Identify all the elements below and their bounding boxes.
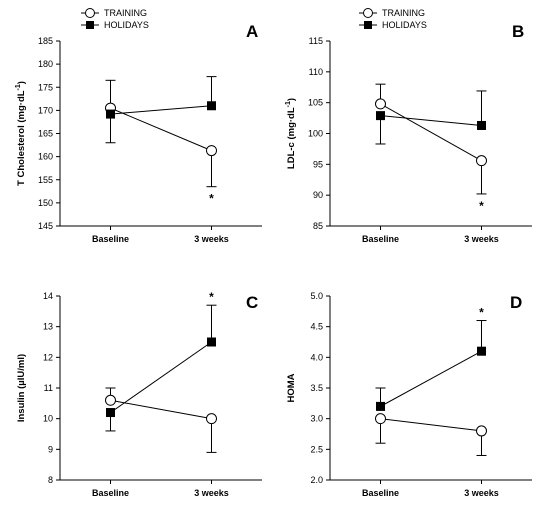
data-point-training: [375, 98, 386, 110]
x-tick-label: Baseline: [92, 234, 129, 244]
x-tick-label: 3 weeks: [464, 488, 499, 498]
data-point-training: [476, 425, 487, 437]
data-point-holidays: [376, 111, 385, 121]
data-point-holidays: [106, 408, 115, 418]
y-tick-label: 14: [43, 291, 53, 301]
panel-c: 8 9 10 11 12 13 14 Baseline 3 weeks Insulin (µIU/…: [16, 290, 262, 498]
series-line: [380, 115, 482, 126]
data-point-training: [105, 394, 116, 406]
series-line: [110, 341, 212, 413]
y-tick-label: 180: [38, 59, 53, 69]
y-tick-label: 5.0: [310, 291, 323, 301]
y-tick-label: 165: [38, 129, 53, 139]
legend-label: TRAINING: [104, 8, 147, 18]
y-tick-label: 110: [309, 67, 323, 77]
significance-marker: *: [479, 199, 484, 213]
y-tick-label: 95: [313, 159, 323, 169]
y-tick-label: 145: [38, 221, 53, 231]
data-point-holidays: [207, 101, 216, 111]
y-tick-label: 185: [38, 36, 53, 46]
y-tick-label: 175: [38, 82, 53, 92]
significance-marker: *: [479, 306, 484, 320]
panel-letter: D: [510, 293, 522, 312]
y-tick-label: 105: [308, 98, 323, 108]
y-tick-label: 12: [43, 352, 53, 362]
data-point-holidays: [106, 109, 115, 119]
y-tick-label: 9: [48, 444, 53, 454]
legend: TRAINING HOLIDAYS: [81, 8, 149, 30]
y-tick-label: 170: [38, 105, 53, 115]
y-axis-label: T Cholesterol (mg·dL-1): [15, 81, 27, 186]
x-tick-label: Baseline: [92, 488, 129, 498]
x-tick-label: 3 weeks: [464, 234, 499, 244]
data-point-training: [476, 155, 487, 167]
data-point-training: [206, 145, 217, 157]
y-tick-label: 115: [309, 36, 323, 46]
data-point-holidays: [477, 346, 486, 356]
y-tick-label: 3.0: [310, 414, 323, 424]
x-tick-label: 3 weeks: [194, 488, 229, 498]
panel-d: 2.0 2.5 3.0 3.5 4.0 4.5 5.0 Baseline 3 weeks HOMA…: [286, 291, 532, 498]
y-tick-label: 2.5: [310, 444, 323, 454]
y-tick-label: 90: [313, 190, 323, 200]
series-line: [380, 103, 482, 162]
y-tick-label: 4.5: [310, 322, 323, 332]
x-tick-label: Baseline: [362, 488, 399, 498]
series-line: [110, 105, 212, 115]
panel-letter: B: [512, 22, 524, 41]
panel-letter: C: [246, 293, 258, 312]
y-tick-label: 4.0: [310, 352, 323, 362]
y-tick-label: 13: [43, 322, 53, 332]
y-tick-label: 85: [313, 221, 323, 231]
panel-b: 85 90 95 100 105 110 115 Baseline 3 weeks LDL-c (…: [285, 8, 532, 244]
y-axis-label: LDL-c (mg·dL-1): [285, 98, 297, 169]
data-point-holidays: [207, 337, 216, 347]
y-tick-label: 10: [43, 414, 53, 424]
data-point-training: [375, 413, 386, 425]
y-tick-label: 160: [38, 152, 53, 162]
y-tick-label: 11: [44, 383, 53, 393]
series-line: [380, 418, 482, 432]
y-tick-label: 3.5: [310, 383, 323, 393]
data-point-holidays: [376, 401, 385, 411]
data-point-holidays: [477, 120, 486, 130]
legend-marker-training: [363, 8, 373, 18]
y-axis-label: Insulin (µIU/ml): [16, 354, 27, 422]
legend-marker-holidays: [86, 21, 94, 29]
significance-marker: *: [209, 290, 214, 304]
y-tick-label: 2.0: [310, 475, 323, 485]
legend-marker-training: [85, 8, 95, 18]
legend-label: TRAINING: [382, 8, 425, 18]
series-line: [110, 399, 212, 420]
legend-label: HOLIDAYS: [104, 20, 149, 30]
y-tick-label: 8: [48, 475, 53, 485]
legend-label: HOLIDAYS: [382, 20, 427, 30]
y-tick-label: 155: [38, 175, 53, 185]
x-tick-label: Baseline: [362, 234, 399, 244]
significance-marker: *: [209, 192, 214, 206]
legend-marker-holidays: [364, 21, 372, 29]
y-tick-label: 100: [308, 129, 323, 139]
panel-a: 145 150 155 160 165 170 175 180 185 Baseline 3 wee…: [15, 8, 262, 244]
x-tick-label: 3 weeks: [194, 234, 229, 244]
series-line: [380, 350, 482, 407]
y-axis-label: HOMA: [286, 373, 297, 402]
series-line: [110, 107, 212, 152]
y-tick-label: 150: [38, 198, 53, 208]
panel-letter: A: [246, 22, 258, 41]
legend: TRAINING HOLIDAYS: [359, 8, 427, 30]
data-point-training: [206, 413, 217, 425]
